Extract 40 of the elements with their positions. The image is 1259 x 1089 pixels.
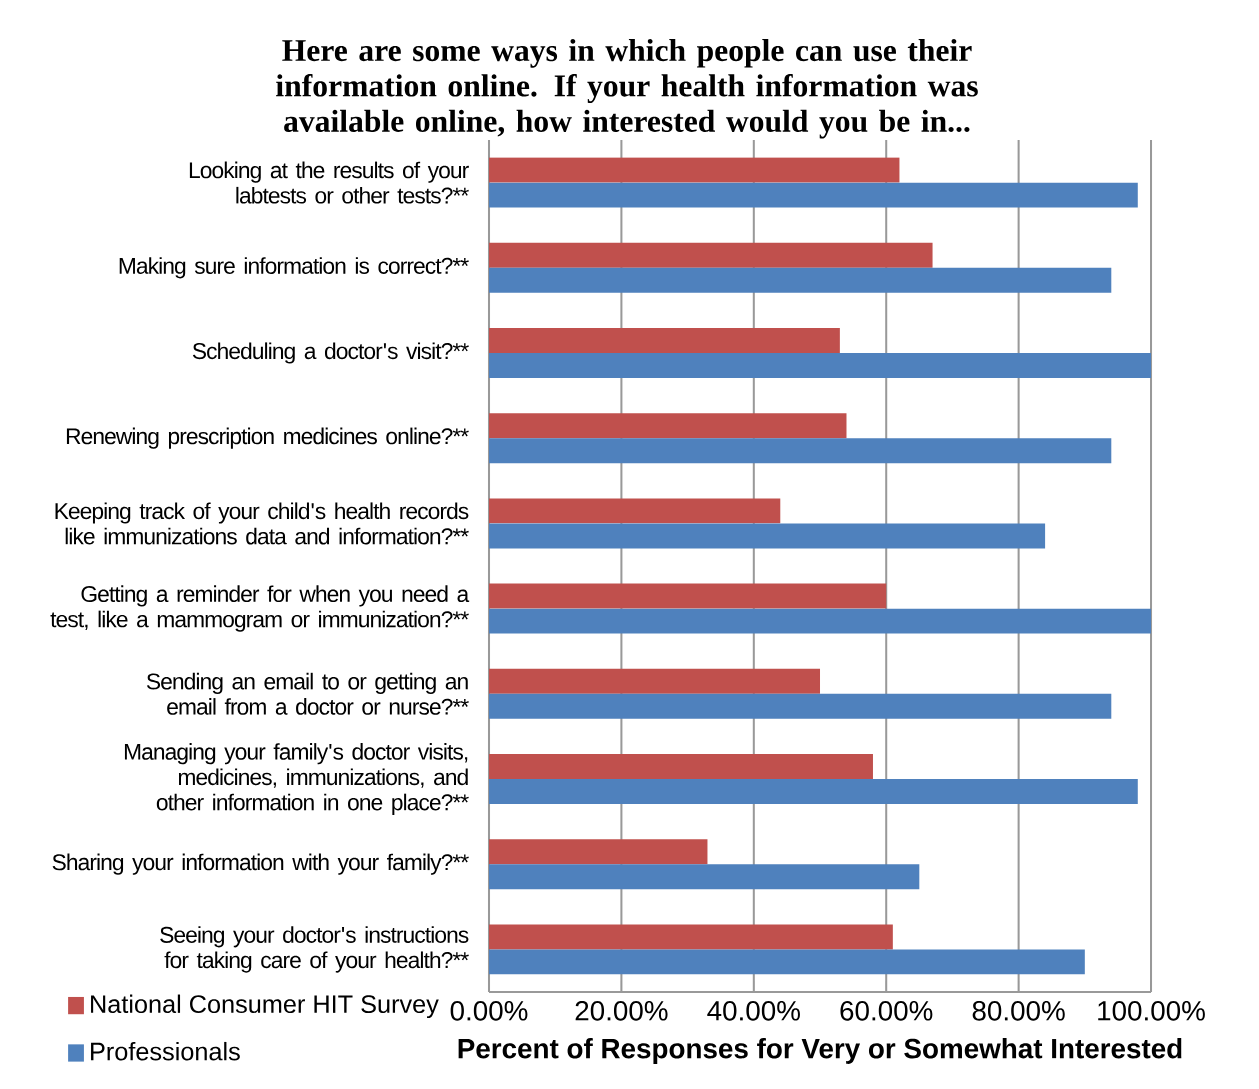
x-tick-label: 20.00% bbox=[575, 1000, 668, 1021]
bar bbox=[489, 668, 821, 694]
bar bbox=[489, 498, 781, 524]
y-tick-label: Renewing prescription medicines online?** bbox=[66, 427, 469, 449]
x-tick-label: 0.00% bbox=[450, 1000, 528, 1021]
bar bbox=[489, 754, 873, 779]
y-tick-label: Making sure information is correct?** bbox=[119, 257, 469, 279]
y-tick-label: Getting a reminder for when you need a test, like a mammogram or immunization?** bbox=[50, 585, 470, 632]
y-tick-label: Seeing your doctor's instructions for taking care of your health?** bbox=[160, 926, 469, 973]
bar bbox=[489, 242, 933, 268]
x-tick-label: 100.00% bbox=[1098, 1000, 1205, 1021]
legend-label: Professionals bbox=[91, 1041, 240, 1061]
bar bbox=[489, 523, 1046, 549]
y-tick-label: Sharing your information with your family?** bbox=[52, 853, 469, 875]
x-tick-label: 60.00% bbox=[840, 1000, 933, 1021]
bar bbox=[489, 583, 887, 609]
chart-title: Here are some ways in which people can use their information online. If your health information was available online, how interested would you be in... bbox=[276, 38, 978, 139]
y-tick-label: Keeping track of your child's health records like immunizations data and information?** bbox=[55, 502, 469, 545]
bar bbox=[489, 693, 1112, 719]
legend-label: National Consumer HIT Survey bbox=[91, 994, 439, 1019]
y-tick-label: Managing your family's doctor visits, medicines, immunizations, and other information in one place?** bbox=[124, 743, 469, 815]
bar bbox=[489, 328, 840, 353]
bar bbox=[489, 267, 1112, 293]
x-tick-label: 80.00% bbox=[972, 1000, 1065, 1021]
bar bbox=[489, 864, 920, 890]
bar bbox=[489, 839, 708, 865]
x-tick-label: 40.00% bbox=[707, 1000, 800, 1021]
y-tick-label: Looking at the results of your labtests or other tests?** bbox=[189, 161, 469, 204]
bar bbox=[489, 157, 900, 183]
bar bbox=[489, 779, 1138, 805]
bar bbox=[489, 924, 893, 950]
bar bbox=[489, 438, 1112, 464]
bar bbox=[489, 353, 1152, 378]
y-tick-label: Sending an email to or getting an email from a doctor or nurse?** bbox=[146, 672, 469, 715]
bar bbox=[489, 182, 1138, 208]
x-axis-title: Percent of Responses for Very or Somewhat Interested bbox=[458, 1038, 1182, 1064]
y-tick-label: Scheduling a doctor's visit?** bbox=[192, 342, 469, 364]
bar bbox=[489, 949, 1085, 975]
bar bbox=[489, 413, 847, 439]
bar bbox=[489, 608, 1152, 634]
